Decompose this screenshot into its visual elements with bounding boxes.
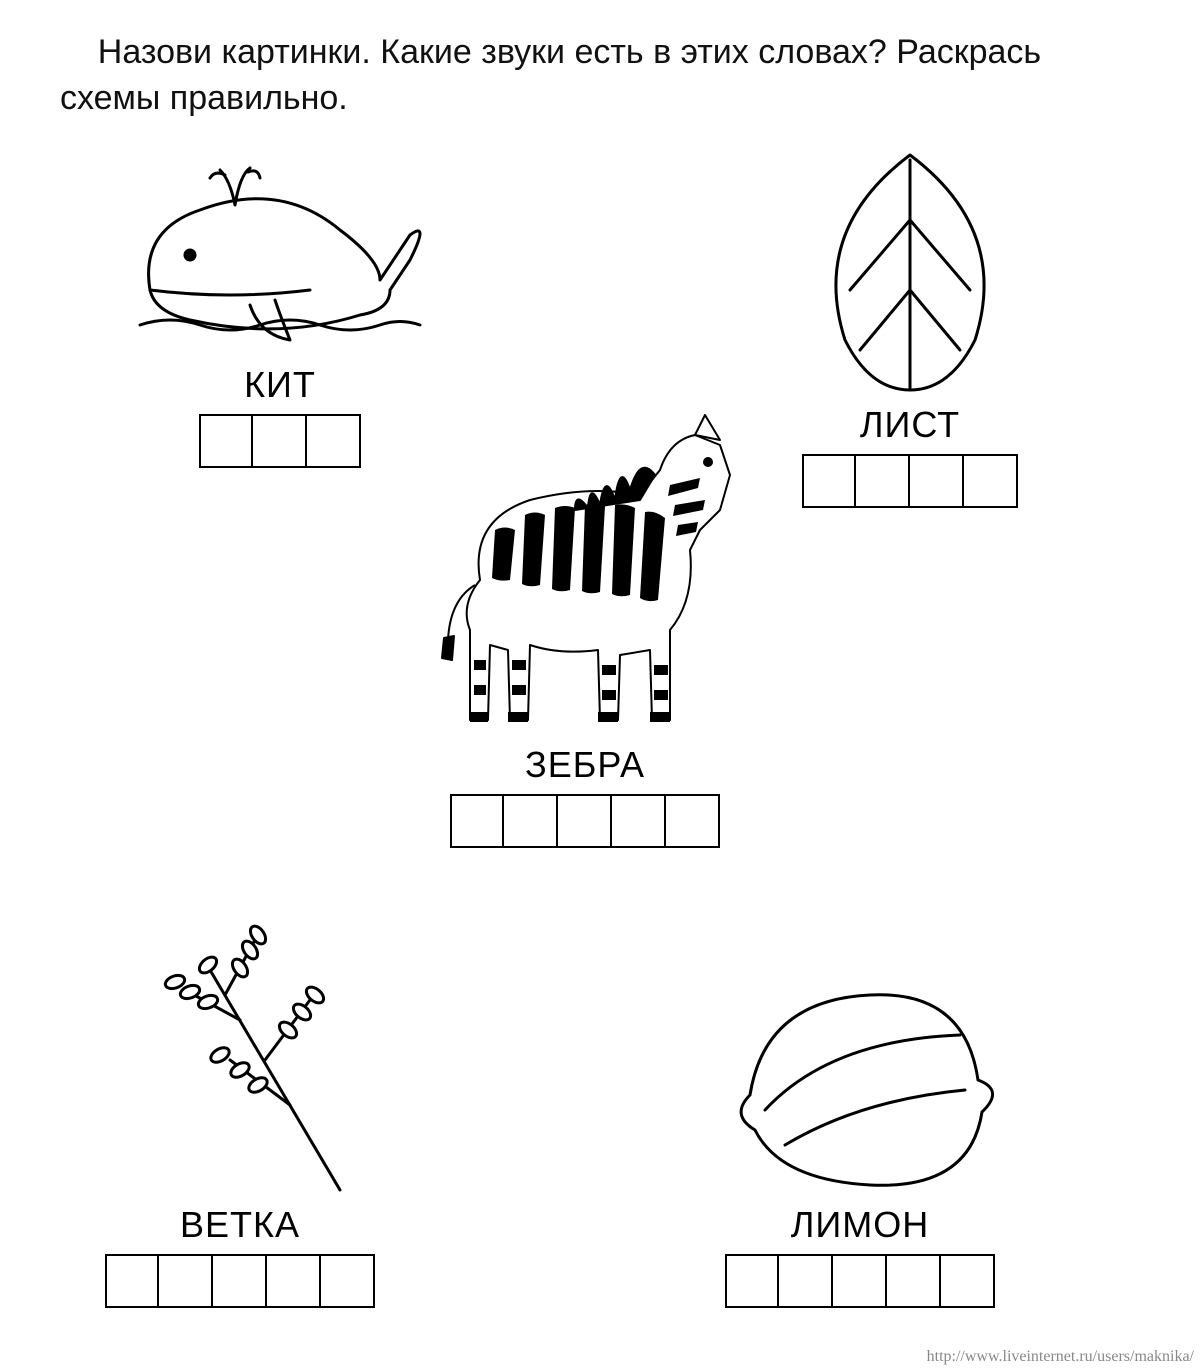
lemon-drawing <box>700 940 1020 1200</box>
lemon-boxes <box>700 1254 1020 1308</box>
sound-cell[interactable] <box>450 794 504 848</box>
branch-label: ВЕТКА <box>80 1204 400 1246</box>
sound-cell[interactable] <box>779 1254 833 1308</box>
sound-cell[interactable] <box>159 1254 213 1308</box>
sound-cell[interactable] <box>213 1254 267 1308</box>
sound-cell[interactable] <box>666 794 720 848</box>
item-whale: КИТ <box>130 140 430 468</box>
whale-label: КИТ <box>130 364 430 406</box>
sound-cell[interactable] <box>558 794 612 848</box>
item-leaf: ЛИСТ <box>770 140 1050 508</box>
item-branch: ВЕТКА <box>80 900 400 1308</box>
branch-icon <box>90 900 390 1200</box>
sound-cell[interactable] <box>307 414 361 468</box>
leaf-label: ЛИСТ <box>770 404 1050 446</box>
watermark-text: http://www.liveinternet.ru/users/maknika… <box>927 1348 1194 1366</box>
zebra-boxes <box>420 794 750 848</box>
branch-drawing <box>80 900 400 1200</box>
lemon-label: ЛИМОН <box>700 1204 1020 1246</box>
sound-cell[interactable] <box>833 1254 887 1308</box>
sound-cell[interactable] <box>253 414 307 468</box>
sound-cell[interactable] <box>941 1254 995 1308</box>
leaf-icon <box>780 140 1040 400</box>
sound-cell[interactable] <box>802 454 856 508</box>
zebra-drawing <box>420 400 750 740</box>
sound-cell[interactable] <box>504 794 558 848</box>
branch-boxes <box>80 1254 400 1308</box>
instruction-text: Назови картинки. Какие звуки есть в этих… <box>60 30 1140 122</box>
worksheet-page: Назови картинки. Какие звуки есть в этих… <box>0 0 1200 1370</box>
leaf-boxes <box>770 454 1050 508</box>
sound-cell[interactable] <box>267 1254 321 1308</box>
sound-cell[interactable] <box>612 794 666 848</box>
leaf-drawing <box>770 140 1050 400</box>
item-zebra: ЗЕБРА <box>420 400 750 848</box>
sound-cell[interactable] <box>910 454 964 508</box>
sound-cell[interactable] <box>856 454 910 508</box>
zebra-icon <box>420 400 750 740</box>
sound-cell[interactable] <box>887 1254 941 1308</box>
whale-icon <box>130 140 430 360</box>
lemon-icon <box>710 940 1010 1200</box>
whale-boxes <box>130 414 430 468</box>
instruction-content: Назови картинки. Какие звуки есть в этих… <box>60 33 1041 117</box>
sound-cell[interactable] <box>964 454 1018 508</box>
item-lemon: ЛИМОН <box>700 940 1020 1308</box>
sound-cell[interactable] <box>199 414 253 468</box>
zebra-label: ЗЕБРА <box>420 744 750 786</box>
sound-cell[interactable] <box>725 1254 779 1308</box>
whale-drawing <box>130 140 430 360</box>
sound-cell[interactable] <box>321 1254 375 1308</box>
sound-cell[interactable] <box>105 1254 159 1308</box>
